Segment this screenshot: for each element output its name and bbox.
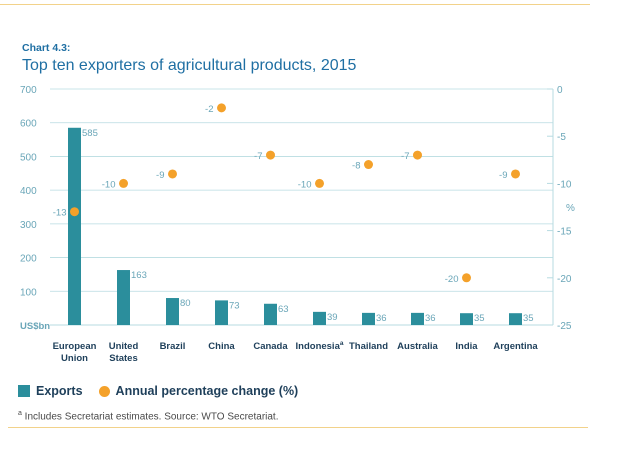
dot-value-label: -8 xyxy=(352,161,360,172)
y-left-tick-label: 400 xyxy=(20,186,37,197)
x-category-label: Thailand xyxy=(349,341,388,352)
bar xyxy=(166,298,179,325)
bar xyxy=(215,300,228,325)
x-category-label: Brazil xyxy=(160,341,186,352)
y-left-unit-label: US$bn xyxy=(20,321,50,332)
legend-change-label: Annual percentage change (%) xyxy=(115,384,299,398)
x-category-label: China xyxy=(208,341,235,352)
dot-value-label: -13 xyxy=(53,208,67,219)
bar-value-label: 63 xyxy=(278,304,289,315)
y-left-tick-label: 200 xyxy=(20,254,37,265)
y-left-tick-label: 700 xyxy=(20,85,37,96)
bar-value-label: 36 xyxy=(425,313,436,324)
x-category-label: Argentina xyxy=(493,341,538,352)
y-left-tick-label: 100 xyxy=(20,287,37,298)
y-left-tick-label: 600 xyxy=(20,119,37,130)
change-point xyxy=(462,273,471,283)
bar xyxy=(313,311,326,325)
bar xyxy=(68,127,81,326)
y-right-unit-label: % xyxy=(566,203,575,214)
x-category-label: United xyxy=(109,341,139,352)
bottom-rule xyxy=(8,427,588,428)
bar-value-label: 39 xyxy=(327,312,338,323)
bar xyxy=(460,313,473,325)
y-right-tick-label: -20 xyxy=(557,274,572,285)
x-category-label: Union xyxy=(61,353,88,364)
x-category-label: India xyxy=(455,341,478,352)
x-category-label: Indonesiaa xyxy=(296,340,344,352)
bar-value-label: 163 xyxy=(131,270,147,281)
chart-number: Chart 4.3: xyxy=(22,42,71,54)
change-point xyxy=(413,150,422,160)
change-point xyxy=(511,169,520,179)
chart-title: Top ten exporters of agricultural produc… xyxy=(22,57,357,74)
legend: Exports Annual percentage change (%) xyxy=(18,384,298,398)
change-point xyxy=(217,103,226,113)
y-right-tick-label: -15 xyxy=(557,227,572,238)
y-right-tick-label: -10 xyxy=(557,179,572,190)
legend-change-swatch xyxy=(98,385,110,397)
footnote-text: Includes Secretariat estimates. Source: … xyxy=(21,411,279,423)
bar xyxy=(264,303,277,325)
y-right-tick-label: -5 xyxy=(557,132,566,143)
y-left-tick-label: 300 xyxy=(20,220,37,231)
bar-value-label: 35 xyxy=(523,313,534,324)
y-right-tick-label: 0 xyxy=(557,85,563,96)
dot-value-label: -9 xyxy=(499,170,507,181)
y-left-tick-label: 500 xyxy=(20,152,37,163)
bar-value-label: 36 xyxy=(376,313,387,324)
x-category-label: European xyxy=(53,341,97,352)
dot-value-label: -9 xyxy=(156,170,164,181)
dot-value-label: -10 xyxy=(298,179,312,190)
legend-exports-swatch xyxy=(18,385,30,397)
footnote-marker: a xyxy=(18,410,22,417)
dot-value-label: -20 xyxy=(445,274,459,285)
top-rule xyxy=(0,4,590,5)
bar-value-label: 73 xyxy=(229,300,240,311)
bar xyxy=(509,313,522,325)
y-right-tick-label: -25 xyxy=(557,321,572,332)
x-category-label: Canada xyxy=(253,341,288,352)
bar-value-label: 585 xyxy=(82,128,98,139)
bar xyxy=(362,312,375,325)
legend-exports-label: Exports xyxy=(36,384,83,398)
dot-value-label: -2 xyxy=(205,104,213,115)
bar xyxy=(117,270,130,325)
x-category-label: Australia xyxy=(397,341,438,352)
change-point xyxy=(315,178,324,188)
change-point xyxy=(168,169,177,179)
change-point xyxy=(266,150,275,160)
dot-value-label: -7 xyxy=(254,151,262,162)
bar-value-label: 35 xyxy=(474,313,485,324)
change-point xyxy=(70,207,79,217)
change-point xyxy=(364,160,373,170)
bar-value-label: 80 xyxy=(180,298,191,309)
dot-value-label: -10 xyxy=(102,179,116,190)
bar xyxy=(411,312,424,325)
footnote: a Includes Secretariat estimates. Source… xyxy=(18,410,279,422)
change-point xyxy=(119,178,128,188)
x-category-label: States xyxy=(109,353,138,364)
dot-value-label: -7 xyxy=(401,151,409,162)
